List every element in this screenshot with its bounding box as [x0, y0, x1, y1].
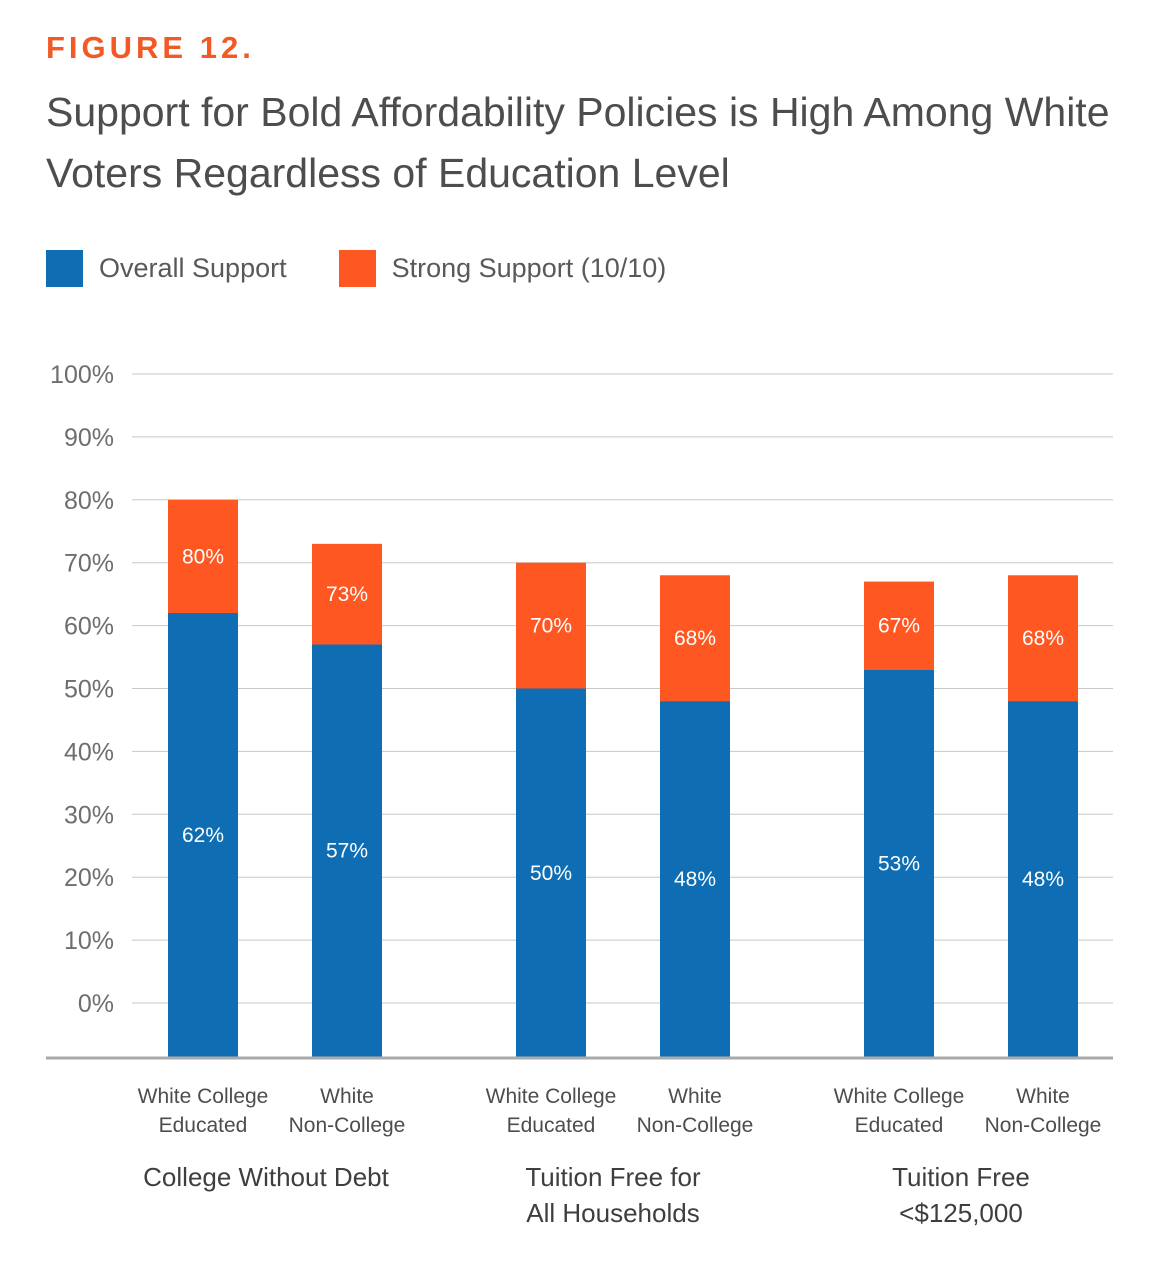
data-label-overall: 50% — [530, 862, 572, 885]
data-label-overall: 57% — [326, 840, 368, 863]
bar-overall-support — [312, 644, 382, 1057]
data-label-overall: 48% — [674, 868, 716, 891]
y-tick-label: 90% — [64, 424, 114, 452]
legend-swatch-strong — [338, 250, 376, 287]
bar-overall-support — [168, 613, 238, 1057]
bar-overall-support — [660, 701, 730, 1057]
data-label-strong: 80% — [182, 545, 224, 568]
y-tick-label: 80% — [64, 487, 114, 515]
data-label-strong: 73% — [326, 583, 368, 606]
bar-strong-support — [864, 581, 934, 670]
bar-strong-support — [516, 562, 586, 689]
legend-item-overall: Overall Support — [46, 250, 287, 287]
x-category-label: White College — [486, 1085, 617, 1108]
x-category-label: Educated — [507, 1114, 596, 1137]
bar-overall-support — [864, 669, 934, 1057]
bar-strong-support — [168, 499, 238, 614]
x-category-label: Non-College — [289, 1114, 406, 1137]
y-tick-label: 50% — [64, 676, 114, 704]
y-tick-label: 60% — [64, 613, 114, 641]
x-category-label: White College — [834, 1085, 965, 1108]
figure-label: FIGURE 12. — [46, 30, 255, 65]
bar-strong-support — [1008, 575, 1078, 702]
x-category-label: White — [668, 1085, 722, 1108]
chart-title: Support for Bold Affordability Policies … — [46, 89, 1110, 196]
x-category-label: White College — [138, 1085, 269, 1108]
data-label-strong: 68% — [1022, 627, 1064, 650]
x-category-label: White — [320, 1085, 374, 1108]
x-category-label: Educated — [855, 1114, 944, 1137]
bar-overall-support — [1008, 701, 1078, 1057]
bar-strong-support — [660, 575, 730, 702]
y-tick-label: 0% — [78, 990, 114, 1018]
x-group-label: Tuition Free for — [525, 1162, 701, 1192]
bar-strong-support — [312, 543, 382, 645]
x-category-label: White — [1016, 1085, 1070, 1108]
x-category-label: Educated — [159, 1114, 248, 1137]
data-label-strong: 70% — [530, 615, 572, 638]
legend-swatch-overall — [46, 250, 83, 287]
x-group-label: Tuition Free — [892, 1162, 1030, 1192]
legend-label-strong: Strong Support (10/10) — [391, 253, 667, 283]
x-category-label: Non-College — [985, 1114, 1102, 1137]
y-tick-label: 10% — [64, 927, 114, 955]
y-tick-label: 20% — [64, 864, 114, 892]
legend-label-overall: Overall Support — [99, 253, 287, 283]
x-group-label: <$125,000 — [899, 1198, 1023, 1228]
y-tick-label: 40% — [64, 738, 114, 766]
x-category-label: Non-College — [637, 1114, 754, 1137]
legend: Overall Support Strong Support (10/10) — [46, 250, 718, 287]
x-group-label: All Households — [526, 1198, 699, 1228]
data-label-overall: 62% — [182, 824, 224, 847]
legend-item-strong: Strong Support (10/10) — [338, 250, 667, 287]
y-tick-label: 100% — [50, 361, 114, 389]
x-group-label: College Without Debt — [143, 1162, 389, 1192]
data-label-overall: 53% — [878, 852, 920, 875]
bar-overall-support — [516, 688, 586, 1057]
data-label-strong: 67% — [878, 615, 920, 638]
data-label-overall: 48% — [1022, 868, 1064, 891]
data-label-strong: 68% — [674, 627, 716, 650]
y-tick-label: 70% — [64, 550, 114, 578]
y-tick-label: 30% — [64, 801, 114, 829]
